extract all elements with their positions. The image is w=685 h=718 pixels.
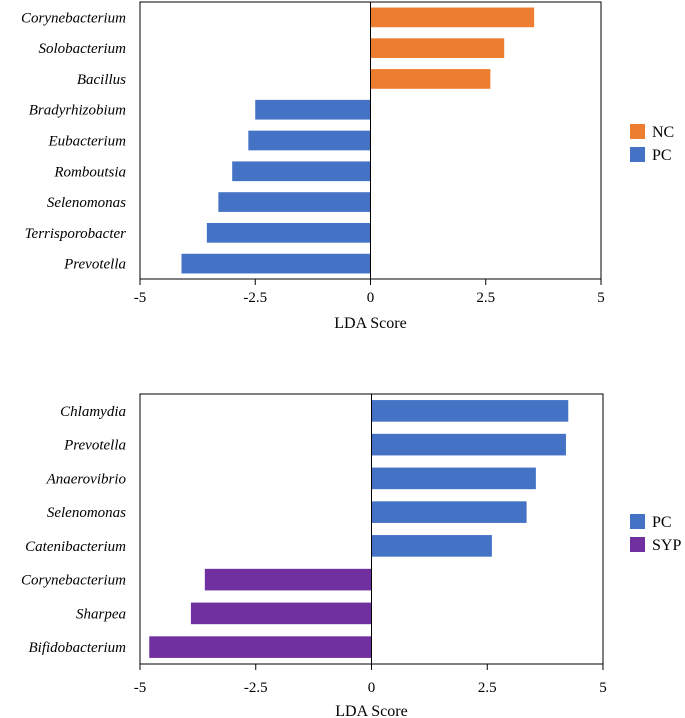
bar-prevotella bbox=[371, 433, 566, 456]
category-label: Terrisporobacter bbox=[25, 226, 127, 242]
x-tick-label: -5 bbox=[134, 680, 147, 696]
category-label: Selenomonas bbox=[47, 505, 126, 521]
x-tick-label: 2.5 bbox=[478, 680, 497, 696]
category-label: Sharpea bbox=[76, 606, 126, 622]
x-tick-label: 0 bbox=[368, 680, 376, 696]
category-label: Prevotella bbox=[63, 438, 126, 454]
category-label: Prevotella bbox=[63, 257, 126, 273]
bar-anaerovibrio bbox=[371, 467, 536, 490]
x-tick-label: -5 bbox=[134, 290, 147, 306]
category-label: Eubacterium bbox=[48, 134, 127, 150]
legend-label: PC bbox=[652, 147, 672, 164]
bar-terrisporobacter bbox=[206, 222, 371, 243]
bar-romboutsia bbox=[232, 161, 371, 182]
bar-selenomonas bbox=[371, 501, 527, 523]
bar-sharpea bbox=[190, 602, 372, 625]
category-label: Bradyrhizobium bbox=[29, 103, 126, 119]
bar-prevotella bbox=[181, 253, 371, 274]
category-label: Catenibacterium bbox=[25, 539, 126, 555]
legend-swatch-pc bbox=[630, 147, 645, 162]
category-label: Romboutsia bbox=[53, 164, 126, 180]
category-label: Chlamydia bbox=[60, 404, 126, 420]
bar-eubacterium bbox=[248, 130, 371, 151]
category-label: Anaerovibrio bbox=[46, 471, 127, 487]
chart-panel-2: Chlamydia Prevotella Anaerovibrio Selenomon… bbox=[21, 393, 681, 718]
chart-panel-1: Corynebacterium Solobacterium Bacillus Brad… bbox=[21, 1, 674, 332]
legend-label: PC bbox=[652, 514, 672, 531]
x-tick-label: 5 bbox=[599, 680, 607, 696]
x-tick-label: 2.5 bbox=[476, 290, 495, 306]
bar-bacillus bbox=[370, 69, 491, 89]
legend-swatch-pc bbox=[630, 514, 645, 529]
category-label: Corynebacterium bbox=[21, 573, 126, 589]
legend-label: SYP bbox=[652, 537, 681, 554]
bar-corynebacterium bbox=[370, 7, 535, 28]
x-tick-label: 0 bbox=[367, 290, 375, 306]
bar-chlamydia bbox=[371, 400, 569, 422]
category-label: Corynebacterium bbox=[21, 10, 126, 26]
x-tick-label: -2.5 bbox=[244, 680, 268, 696]
category-label: Selenomonas bbox=[47, 195, 126, 211]
category-label: Bacillus bbox=[77, 72, 126, 88]
bar-solobacterium bbox=[370, 38, 505, 59]
legend-swatch-nc bbox=[630, 124, 645, 139]
legend: PC SYP bbox=[630, 514, 681, 554]
x-tick-label: -2.5 bbox=[243, 290, 267, 306]
category-label: Solobacterium bbox=[39, 41, 127, 57]
legend: NC PC bbox=[630, 124, 674, 164]
bar-selenomonas bbox=[218, 192, 371, 212]
category-label: Bifidobacterium bbox=[29, 640, 127, 656]
x-axis-label: LDA Score bbox=[334, 315, 406, 332]
bar-catenibacterium bbox=[371, 535, 492, 557]
bar-bifidobacterium bbox=[149, 636, 372, 658]
x-tick-label: 5 bbox=[597, 290, 605, 306]
bar-bradyrhizobium bbox=[255, 99, 371, 120]
legend-label: NC bbox=[652, 124, 674, 141]
bar-corynebacterium bbox=[204, 568, 372, 591]
x-axis-label: LDA Score bbox=[335, 703, 407, 718]
legend-swatch-syp bbox=[630, 537, 645, 552]
